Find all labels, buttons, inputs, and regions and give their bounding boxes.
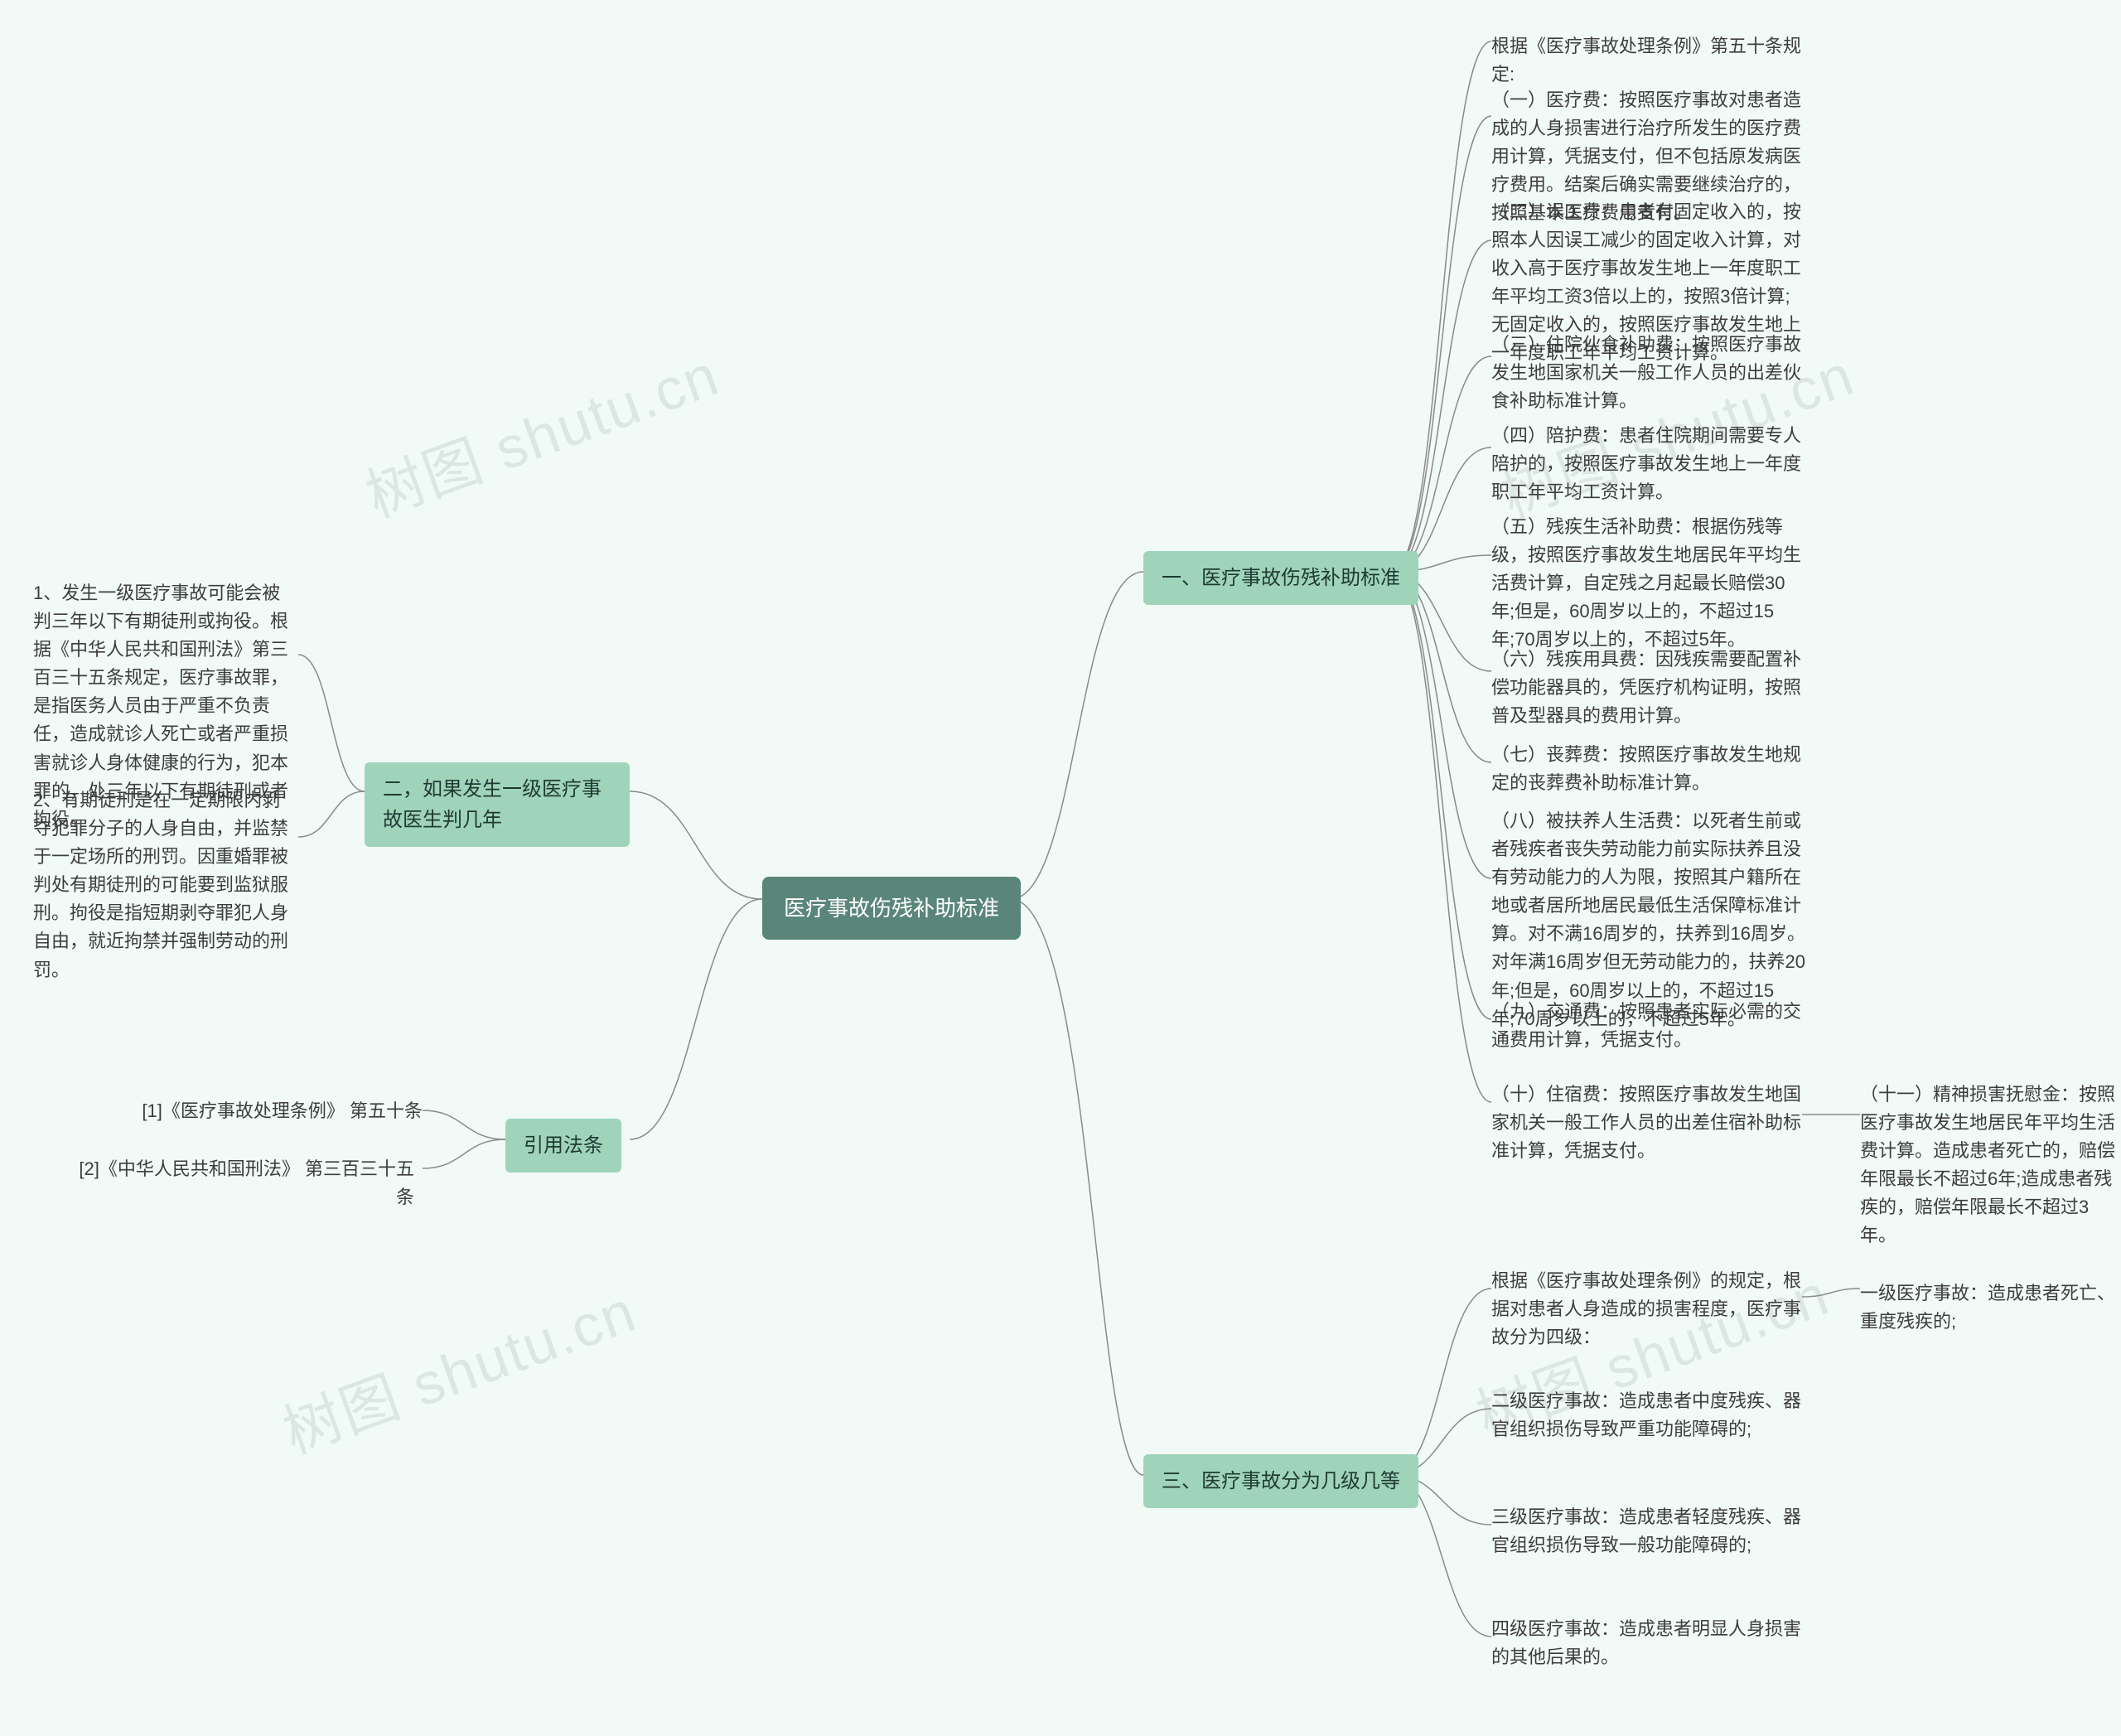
ref-item-0: [1]《医疗事故处理条例》 第五十条: [99, 1094, 423, 1129]
s3-item-3: 四级医疗事故：造成患者明显人身损害的其他后果的。: [1491, 1612, 1806, 1675]
s1-item-4: （四）陪护费：患者住院期间需要专人陪护的，按照医疗事故发生地上一年度职工年平均工…: [1491, 418, 1806, 510]
s1-item-10: （十）住宿费：按照医疗事故发生地国家机关一般工作人员的出差住宿补助标准计算，凭据…: [1491, 1077, 1806, 1168]
ref-item-1: [2]《中华人民共和国刑法》 第三百三十五条: [66, 1152, 414, 1215]
branch-section1: 一、医疗事故伤残补助标准: [1143, 551, 1418, 605]
s1-item-6: （六）残疾用具费：因残疾需要配置补偿功能器具的，凭医疗机构证明，按照普及型器具的…: [1491, 642, 1806, 733]
branch-section2: 二，如果发生一级医疗事故医生判几年: [365, 762, 630, 847]
branch-refs: 引用法条: [505, 1119, 621, 1173]
branch-section3: 三、医疗事故分为几级几等: [1143, 1454, 1418, 1508]
s2-item-1: 2、有期徒刑是在一定期限内剥夺犯罪分子的人身自由，并监禁于一定场所的刑罚。因重婚…: [33, 783, 298, 988]
watermark: 树图 shutu.cn: [353, 329, 729, 534]
watermark: 树图 shutu.cn: [270, 1265, 646, 1470]
s3-item-2: 三级医疗事故：造成患者轻度残疾、器官组织损伤导致一般功能障碍的;: [1491, 1500, 1806, 1563]
s1-item-5: （五）残疾生活补助费：根据伤残等级，按照医疗事故发生地居民年平均生活费计算，自定…: [1491, 510, 1806, 657]
root-node: 医疗事故伤残补助标准: [762, 877, 1021, 940]
s3-item-0: 根据《医疗事故处理条例》的规定，根据对患者人身造成的损害程度，医疗事故分为四级：: [1491, 1264, 1806, 1355]
s1-item-7: （七）丧葬费：按照医疗事故发生地规定的丧葬费补助标准计算。: [1491, 737, 1806, 800]
s1-item-9: （九）交通费：按照患者实际必需的交通费用计算，凭据支付。: [1491, 994, 1806, 1057]
s1-item-3: （三）住院伙食补助费：按照医疗事故发生地国家机关一般工作人员的出差伙食补助标准计…: [1491, 327, 1806, 418]
s3-item-1: 二级医疗事故：造成患者中度残疾、器官组织损伤导致严重功能障碍的;: [1491, 1384, 1806, 1447]
s3-item-0-sub: 一级医疗事故：造成患者死亡、重度残疾的;: [1860, 1276, 2121, 1339]
s1-item-10-sub: （十一）精神损害抚慰金：按照医疗事故发生地居民年平均生活费计算。造成患者死亡的，…: [1860, 1077, 2121, 1254]
